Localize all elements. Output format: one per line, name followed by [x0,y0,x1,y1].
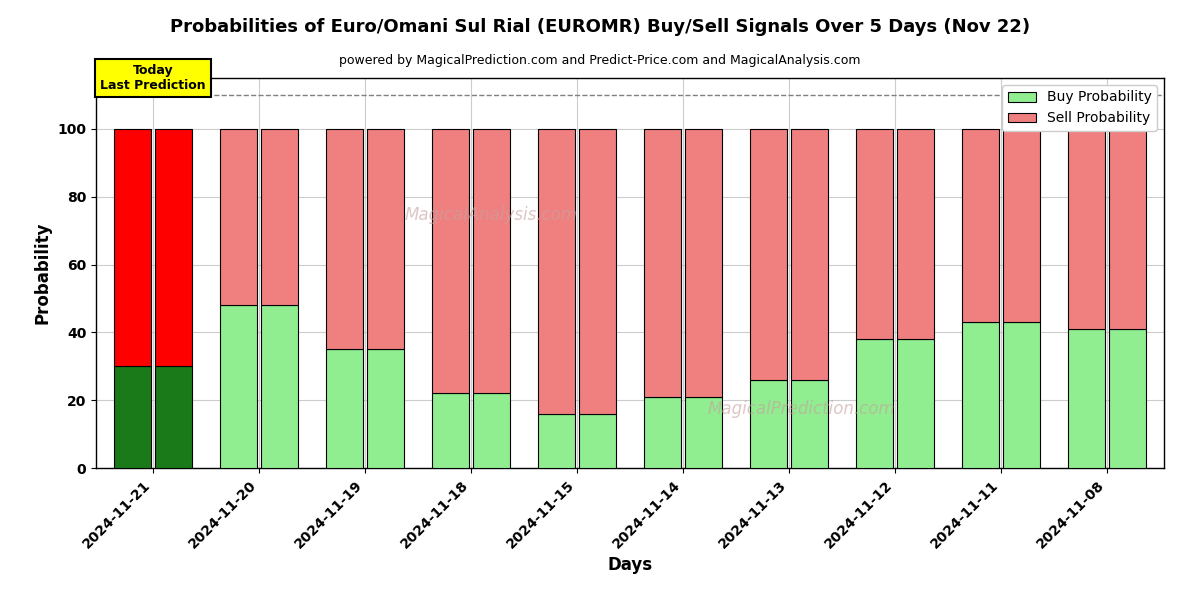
Bar [1068,129,1105,329]
Bar [580,129,617,414]
Bar [856,339,893,468]
Bar [961,129,998,322]
Bar [220,305,257,468]
Bar [155,129,192,366]
Bar [262,129,299,305]
Bar [643,129,680,397]
Bar [114,366,151,468]
Bar [473,394,510,468]
Bar [898,339,934,468]
Bar [750,380,787,468]
Bar [432,129,469,394]
Bar [155,366,192,468]
Bar [538,414,575,468]
Bar [473,129,510,394]
Bar [856,129,893,339]
Bar [432,394,469,468]
Bar [961,322,998,468]
Bar [1068,329,1105,468]
Bar [643,397,680,468]
Bar [750,129,787,380]
Text: MagicalPrediction.com: MagicalPrediction.com [707,401,895,419]
Bar [791,380,828,468]
Bar [367,129,404,349]
Bar [367,349,404,468]
Bar [1003,129,1040,322]
Bar [685,397,722,468]
Text: MagicalAnalysis.com: MagicalAnalysis.com [404,205,577,223]
Bar [685,129,722,397]
Bar [1109,329,1146,468]
Bar [326,349,364,468]
Bar [262,305,299,468]
Bar [326,129,364,349]
Text: Probabilities of Euro/Omani Sul Rial (EUROMR) Buy/Sell Signals Over 5 Days (Nov : Probabilities of Euro/Omani Sul Rial (EU… [170,18,1030,36]
Bar [114,129,151,366]
Text: Today
Last Prediction: Today Last Prediction [101,64,206,92]
Bar [791,129,828,380]
Bar [580,414,617,468]
Y-axis label: Probability: Probability [34,222,52,324]
Bar [1109,129,1146,329]
Bar [898,129,934,339]
Text: powered by MagicalPrediction.com and Predict-Price.com and MagicalAnalysis.com: powered by MagicalPrediction.com and Pre… [340,54,860,67]
X-axis label: Days: Days [607,556,653,574]
Bar [220,129,257,305]
Bar [1003,322,1040,468]
Bar [538,129,575,414]
Legend: Buy Probability, Sell Probability: Buy Probability, Sell Probability [1002,85,1157,131]
